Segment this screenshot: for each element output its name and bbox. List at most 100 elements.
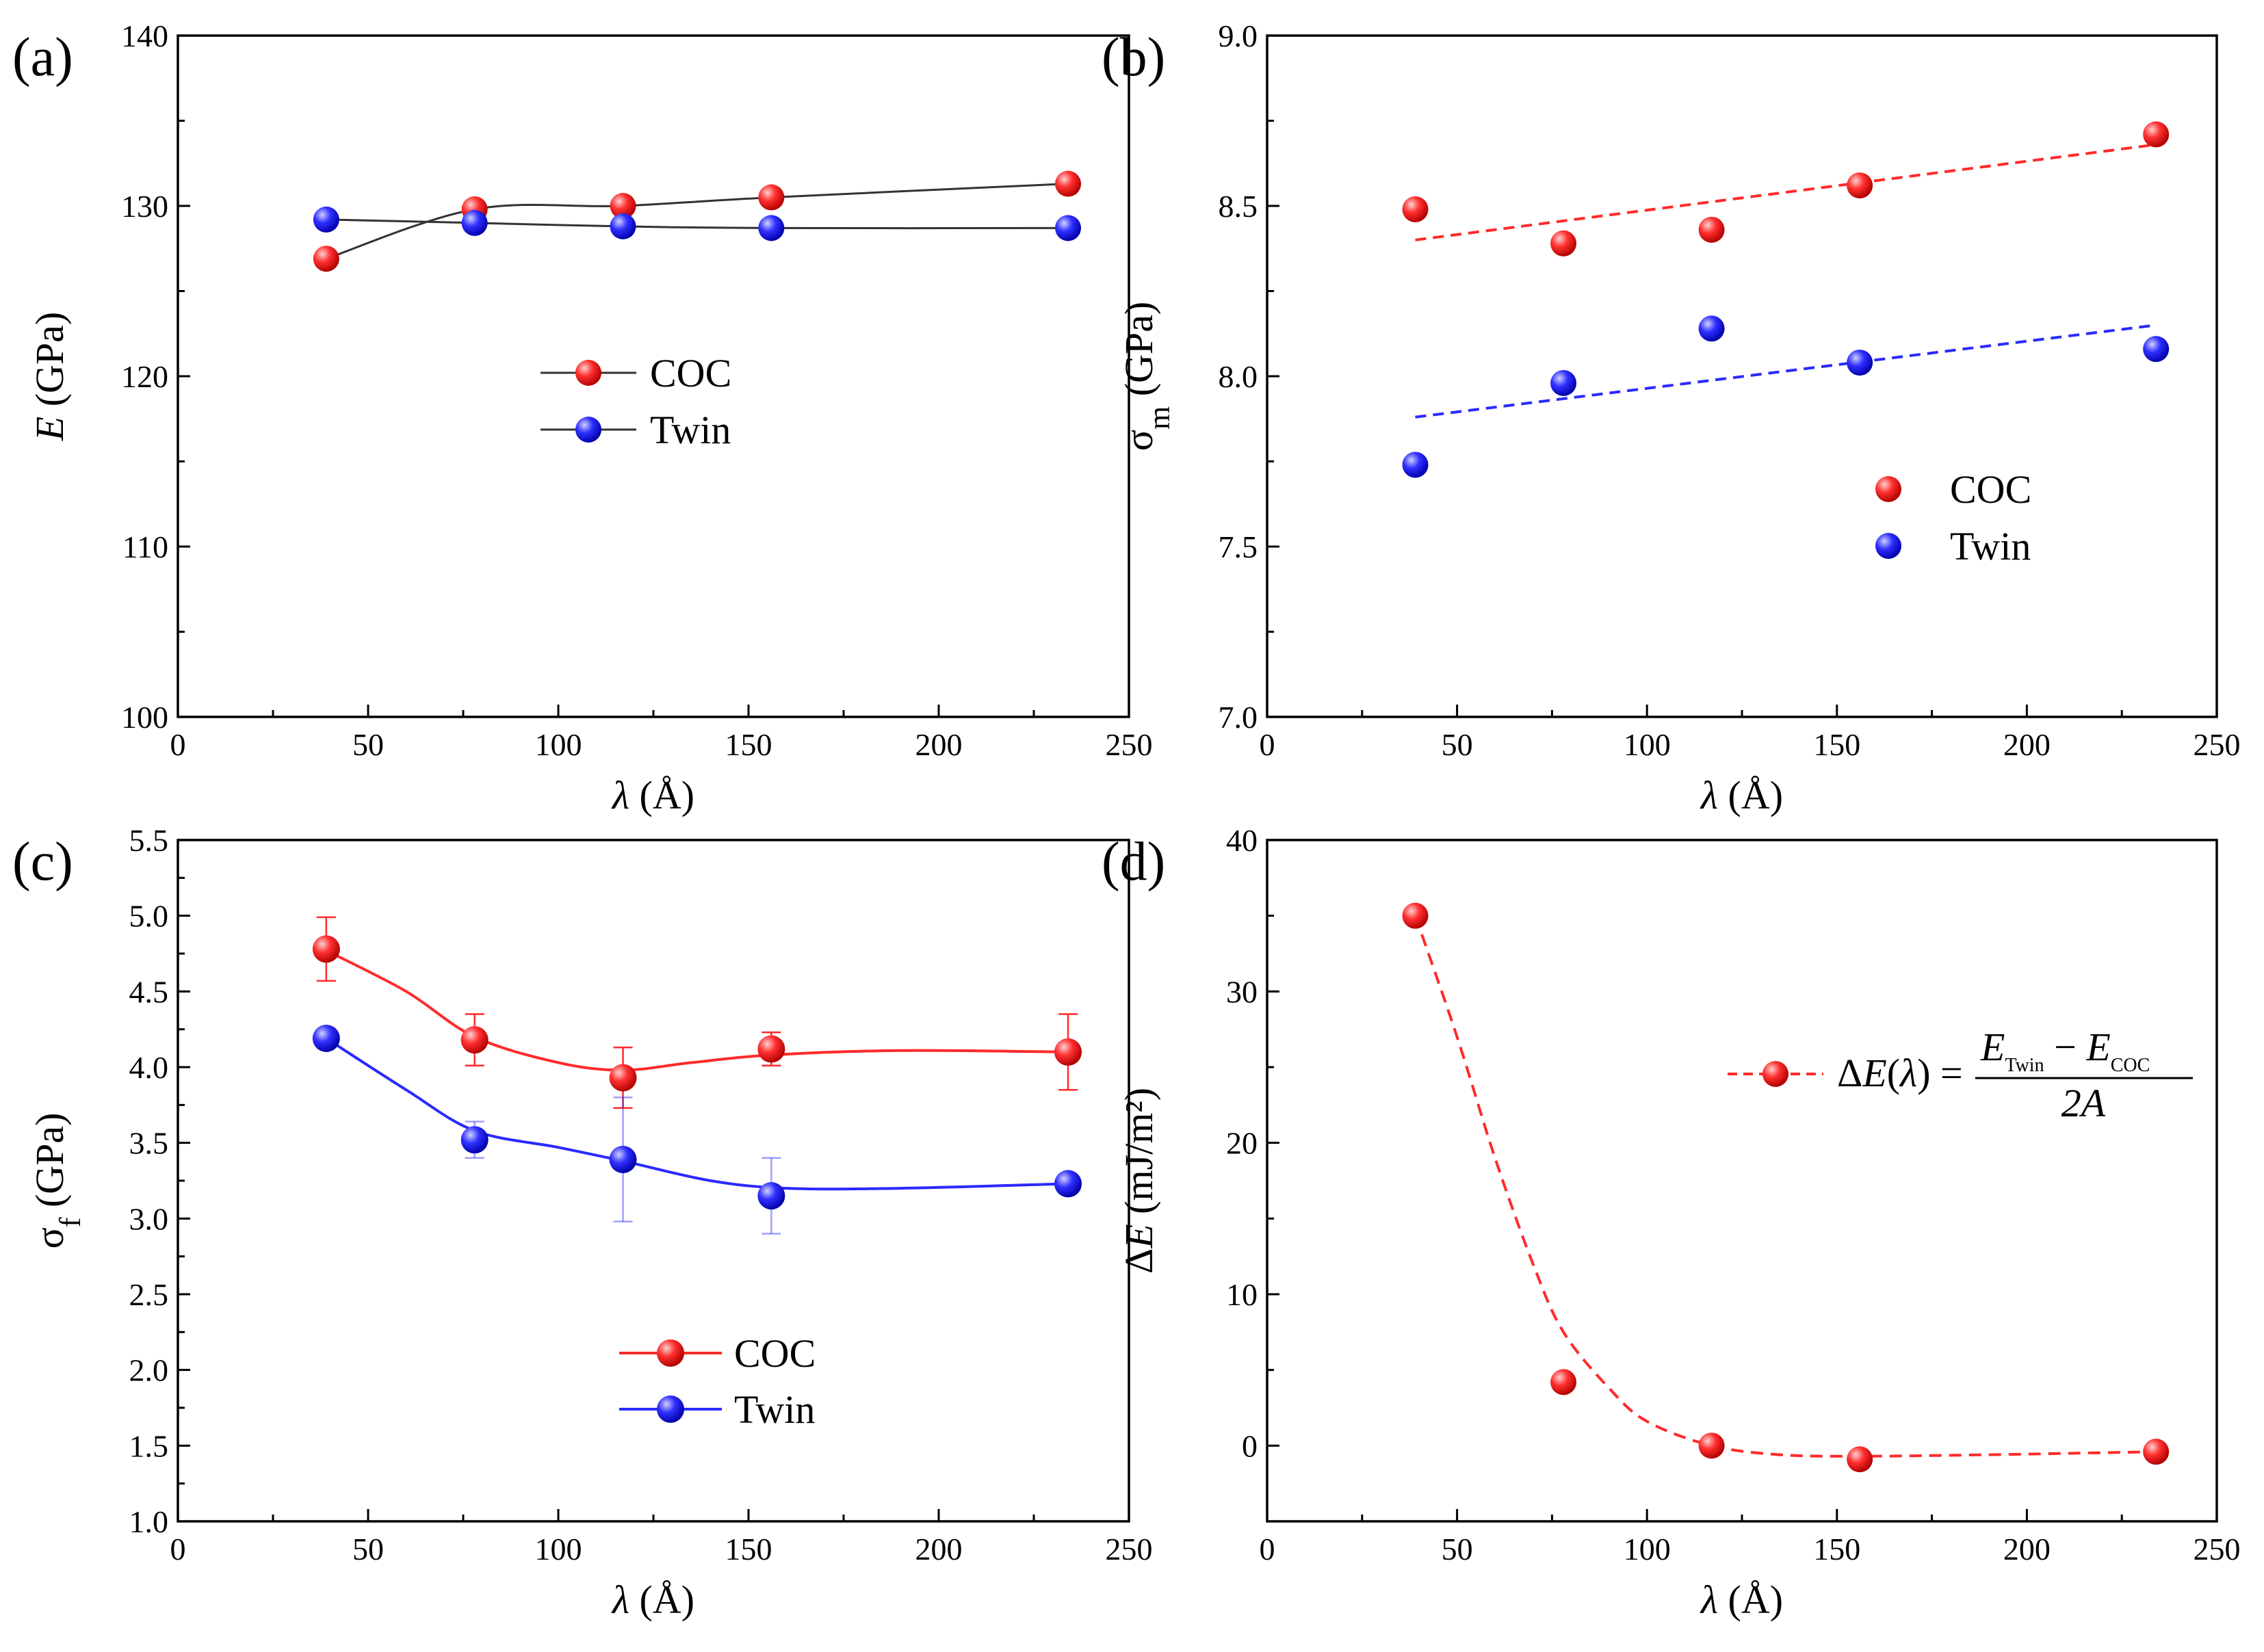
legend-formula-lhs: ΔE(λ) =: [1837, 1051, 1963, 1095]
data-point-delta-e: [1698, 1432, 1725, 1459]
data-point-twin: [609, 1146, 637, 1174]
data-point-coc: [312, 935, 340, 963]
data-point-coc: [1402, 196, 1429, 222]
legend-marker-twin: [575, 417, 601, 443]
y-tick-label: 7.0: [1219, 700, 1258, 735]
panel-b: 0 50 100 150 200 250 7.0 7.5 8.0 8.5 9.0 λ (Å) σm (G…: [1102, 18, 2241, 817]
y-tick-label: 2.5: [129, 1277, 169, 1312]
y-tick-label: 120: [121, 359, 168, 394]
x-tick-label: 100: [535, 727, 582, 762]
fit-curve: [1414, 915, 2157, 1458]
data-point-coc: [1054, 1038, 1082, 1066]
y-tick-label: 110: [122, 529, 168, 564]
x-tick-label: 150: [725, 727, 772, 762]
panel-label: (a): [12, 27, 73, 88]
series-curve-coc: [325, 949, 1069, 1072]
legend-formula-numerator: ETwin − ECOC: [1980, 1025, 2150, 1076]
x-axis-title: λ (Å): [1700, 773, 1783, 817]
data-point-twin: [2143, 336, 2170, 363]
y-tick-label: 100: [121, 700, 168, 735]
x-tick-label: 50: [1442, 1532, 1473, 1566]
data-point-delta-e: [1402, 902, 1429, 929]
x-tick-label: 50: [352, 727, 384, 762]
series-line-twin: [326, 218, 1069, 230]
series-curve-twin: [325, 1037, 1069, 1191]
legend-marker-delta-e: [1762, 1061, 1788, 1087]
data-point-twin: [460, 1126, 489, 1154]
legend-marker-coc: [1875, 476, 1901, 502]
y-tick-label: 0: [1242, 1428, 1258, 1463]
y-tick-label: 3.5: [129, 1126, 169, 1161]
y-tick-label: 1.5: [129, 1428, 169, 1463]
y-tick-label: 3.0: [129, 1201, 169, 1236]
data-point-coc: [313, 246, 339, 272]
x-axis-title: λ (Å): [1700, 1577, 1783, 1622]
x-tick-label: 50: [352, 1532, 384, 1566]
y-tick-label: 5.5: [129, 823, 169, 858]
y-tick-label: 20: [1226, 1126, 1258, 1161]
data-point-twin: [313, 206, 339, 233]
data-point-twin: [610, 213, 636, 239]
data-point-twin: [1054, 1170, 1082, 1198]
data-point-coc: [1055, 170, 1082, 197]
panel-a: 0 50 100 150 200 250 100 110 120 130 140 λ (Å) E (GP…: [12, 18, 1153, 817]
y-tick-label: 5.0: [129, 899, 169, 934]
data-point-coc: [1698, 216, 1725, 243]
y-tick-label: 8.5: [1219, 189, 1258, 224]
y-tick-label: 140: [121, 18, 168, 53]
data-point-twin: [757, 1182, 785, 1210]
x-tick-label: 0: [170, 727, 186, 762]
data-point-coc: [757, 1035, 785, 1063]
data-point-coc: [610, 193, 636, 219]
legend-marker-twin: [657, 1395, 684, 1423]
legend-label: Twin: [650, 408, 731, 452]
x-tick-label: 250: [1106, 727, 1153, 762]
fit-line-coc: [1415, 143, 2157, 241]
data-point-coc: [2143, 121, 2170, 148]
panel-c: 0 50 100 150 200 250 1.0 1.5 2.0 2.5 3.0 3.5 4.0 4.5 5…: [12, 823, 1153, 1622]
legend-formula-denominator: 2A: [2061, 1081, 2106, 1125]
x-tick-label: 0: [1260, 727, 1275, 762]
y-axis-title: σm (GPa): [1117, 302, 1176, 451]
panel-label: (b): [1102, 27, 1165, 88]
y-tick-label: 9.0: [1219, 18, 1258, 53]
data-point-delta-e: [1847, 1446, 1873, 1473]
y-axis-title: σf (GPa): [27, 1113, 87, 1249]
panel-label: (d): [1102, 832, 1165, 892]
x-axis-title: λ (Å): [611, 773, 694, 817]
x-tick-label: 250: [2194, 727, 2241, 762]
data-point-twin: [1698, 315, 1725, 342]
panel-label: (c): [12, 832, 73, 892]
data-point-coc: [460, 1026, 489, 1054]
data-point-twin: [1550, 369, 1577, 396]
x-tick-label: 200: [2003, 1532, 2051, 1566]
x-tick-label: 50: [1442, 727, 1473, 762]
y-tick-label: 10: [1226, 1277, 1258, 1312]
legend-label: Twin: [734, 1387, 815, 1432]
data-point-coc: [758, 184, 785, 211]
y-axis-title: ΔE (mJ/m²): [1117, 1088, 1161, 1274]
y-tick-label: 2.0: [129, 1353, 169, 1388]
y-tick-label: 8.0: [1219, 359, 1258, 394]
y-tick-label: 30: [1226, 974, 1258, 1009]
x-tick-label: 200: [915, 1532, 963, 1566]
legend-label: COC: [1950, 467, 2031, 512]
data-point-twin: [461, 209, 488, 236]
data-point-delta-e: [1550, 1369, 1577, 1395]
x-tick-label: 100: [1624, 727, 1671, 762]
data-point-twin: [1055, 215, 1082, 241]
x-tick-label: 150: [1813, 1532, 1860, 1566]
y-tick-label: 4.5: [129, 974, 169, 1009]
x-tick-label: 100: [535, 1532, 582, 1566]
fit-line-twin: [1415, 324, 2157, 419]
x-tick-label: 150: [1813, 727, 1860, 762]
data-point-coc: [1847, 172, 1873, 199]
x-tick-label: 0: [1260, 1532, 1275, 1566]
plot-frame: [1266, 839, 2218, 1523]
data-point-twin: [1847, 350, 1873, 376]
legend-marker-twin: [1875, 533, 1901, 559]
panel-d: 0 50 100 150 200 250 0 10 20 30 40 λ (Å) ΔE (mJ/m²) (…: [1102, 823, 2241, 1622]
legend-marker-coc: [575, 360, 601, 386]
legend-label: Twin: [1950, 524, 2031, 568]
